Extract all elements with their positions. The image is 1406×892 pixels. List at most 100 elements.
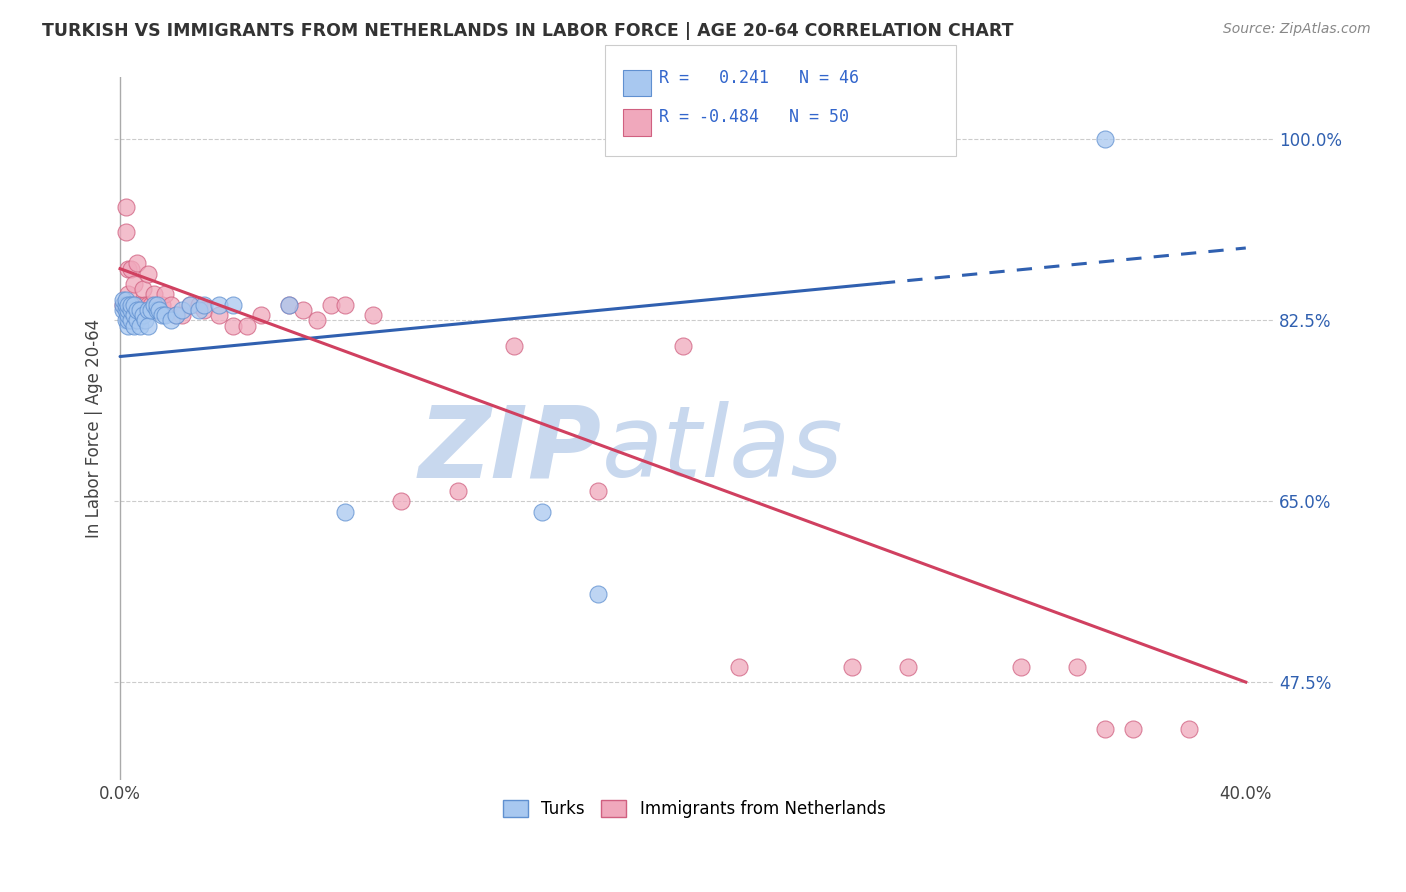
Text: R =   0.241   N = 46: R = 0.241 N = 46 <box>659 69 859 87</box>
Point <box>125 313 148 327</box>
Point <box>125 303 148 318</box>
Point <box>136 267 159 281</box>
Point <box>897 659 920 673</box>
Point <box>193 298 215 312</box>
Point <box>145 303 167 318</box>
Point <box>117 318 139 333</box>
Point <box>165 308 187 322</box>
Point <box>1122 722 1144 736</box>
Point <box>150 308 173 322</box>
Point <box>1094 722 1116 736</box>
Point <box>134 313 156 327</box>
Point <box>531 504 554 518</box>
Point <box>114 298 136 312</box>
Point <box>111 303 134 318</box>
Point <box>128 298 150 312</box>
Point <box>142 298 165 312</box>
Point <box>187 303 209 318</box>
Point <box>120 303 142 318</box>
Point <box>207 298 229 312</box>
Point <box>122 277 145 292</box>
Point <box>277 298 299 312</box>
Point <box>125 298 148 312</box>
Point <box>122 318 145 333</box>
Point <box>117 303 139 318</box>
Point <box>249 308 271 322</box>
Text: R = -0.484   N = 50: R = -0.484 N = 50 <box>659 108 849 126</box>
Point <box>588 587 610 601</box>
Point <box>128 303 150 318</box>
Point <box>111 293 134 307</box>
Point <box>588 483 610 498</box>
Point <box>128 318 150 333</box>
Text: TURKISH VS IMMIGRANTS FROM NETHERLANDS IN LABOR FORCE | AGE 20-64 CORRELATION CH: TURKISH VS IMMIGRANTS FROM NETHERLANDS I… <box>42 22 1014 40</box>
Point <box>122 303 145 318</box>
Point <box>165 308 187 322</box>
Point <box>136 298 159 312</box>
Point <box>170 308 193 322</box>
Point <box>335 298 357 312</box>
Point <box>122 298 145 312</box>
Point <box>117 287 139 301</box>
Point <box>114 293 136 307</box>
Point <box>235 318 257 333</box>
Point <box>391 494 413 508</box>
Point <box>145 303 167 318</box>
Point <box>117 261 139 276</box>
Point <box>447 483 470 498</box>
Point <box>187 298 209 312</box>
Text: ZIP: ZIP <box>419 401 602 499</box>
Point <box>321 298 343 312</box>
Point <box>145 298 167 312</box>
Point <box>503 339 526 353</box>
Point <box>120 313 142 327</box>
Point <box>305 313 328 327</box>
Point <box>193 303 215 318</box>
Point <box>148 303 170 318</box>
Point <box>363 308 385 322</box>
Point <box>131 308 153 322</box>
Point <box>335 504 357 518</box>
Point <box>120 261 142 276</box>
Point <box>179 298 201 312</box>
Point <box>179 298 201 312</box>
Point <box>139 303 162 318</box>
Legend: Turks, Immigrants from Netherlands: Turks, Immigrants from Netherlands <box>496 793 893 825</box>
Point <box>1010 659 1032 673</box>
Point <box>111 298 134 312</box>
Point <box>136 318 159 333</box>
Point <box>131 282 153 296</box>
Point <box>1066 659 1088 673</box>
Point <box>117 313 139 327</box>
Point <box>153 287 176 301</box>
Point <box>291 303 314 318</box>
Point <box>728 659 751 673</box>
Point <box>1094 132 1116 146</box>
Point <box>111 298 134 312</box>
Point <box>142 287 165 301</box>
Point <box>125 256 148 270</box>
Point <box>114 303 136 318</box>
Point <box>134 298 156 312</box>
Text: Source: ZipAtlas.com: Source: ZipAtlas.com <box>1223 22 1371 37</box>
Y-axis label: In Labor Force | Age 20-64: In Labor Force | Age 20-64 <box>86 319 103 539</box>
Point <box>672 339 695 353</box>
Text: atlas: atlas <box>602 401 844 499</box>
Point <box>221 318 243 333</box>
Point <box>153 308 176 322</box>
Point <box>114 226 136 240</box>
Point <box>122 308 145 322</box>
Point <box>221 298 243 312</box>
Point <box>117 298 139 312</box>
Point <box>139 298 162 312</box>
Point <box>114 200 136 214</box>
Point <box>120 298 142 312</box>
Point <box>150 298 173 312</box>
Point <box>136 303 159 318</box>
Point <box>159 298 181 312</box>
Point <box>277 298 299 312</box>
Point <box>1178 722 1201 736</box>
Point <box>114 313 136 327</box>
Point <box>170 303 193 318</box>
Point <box>117 308 139 322</box>
